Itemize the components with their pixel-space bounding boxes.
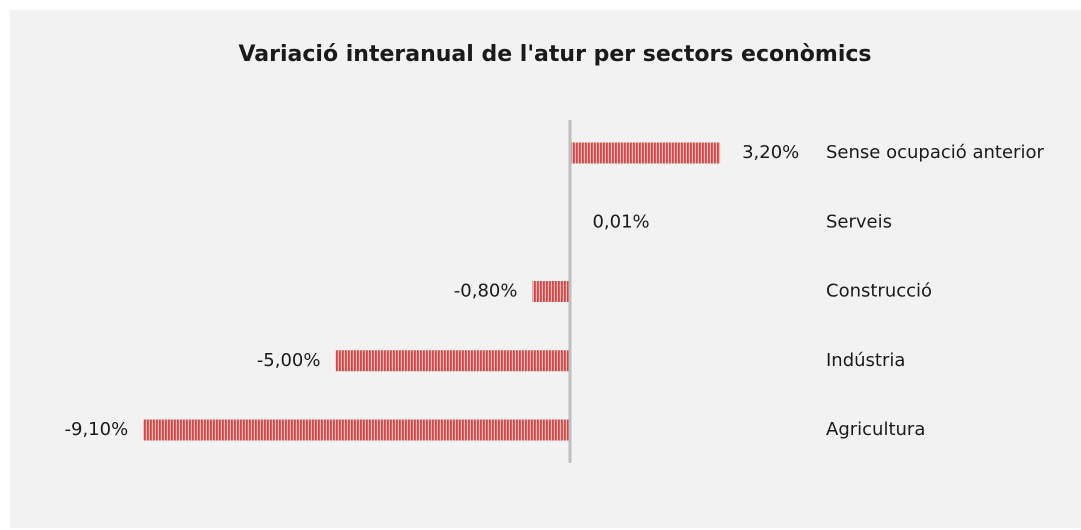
category-label: Agricultura — [826, 419, 925, 440]
value-label: -0,80% — [454, 281, 518, 302]
category-label: Construcció — [826, 281, 932, 302]
category-label: Serveis — [826, 211, 892, 232]
chart-title: Variació interanual de l'atur per sector… — [238, 42, 871, 67]
chart-background — [10, 10, 1081, 528]
bar — [335, 350, 570, 372]
bar — [570, 142, 721, 164]
value-label: -5,00% — [257, 350, 321, 371]
bar — [532, 281, 570, 302]
value-label: 0,01% — [592, 211, 649, 232]
category-label: Indústria — [826, 350, 905, 371]
category-label: Sense ocupació anterior — [826, 142, 1044, 163]
value-label: 3,20% — [742, 142, 799, 163]
value-label: -9,10% — [65, 419, 129, 440]
bar — [143, 419, 570, 441]
